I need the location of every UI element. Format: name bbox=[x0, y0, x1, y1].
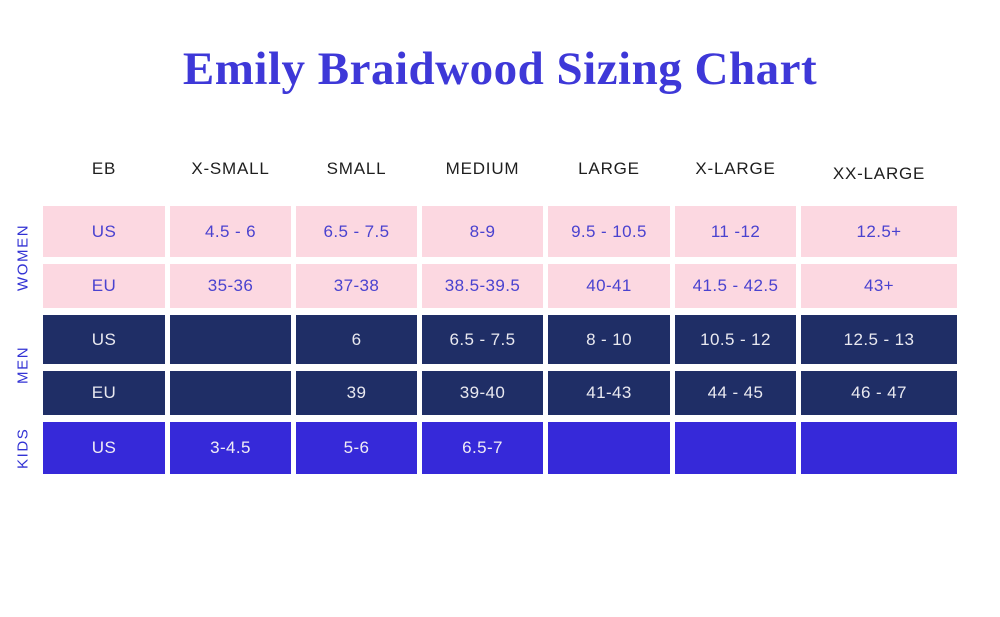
size-cell bbox=[170, 315, 291, 364]
size-cell: 8-9 bbox=[422, 206, 543, 257]
size-cell: 3-4.5 bbox=[170, 422, 291, 474]
size-cell-men-eu-region: EU bbox=[43, 371, 165, 415]
size-cell-kids-us-region: US bbox=[43, 422, 165, 474]
size-cell: 11 -12 bbox=[675, 206, 796, 257]
size-cell: 40-41 bbox=[548, 264, 670, 308]
size-cell bbox=[548, 422, 670, 474]
column-header-xx-large: XX-LARGE bbox=[832, 164, 926, 183]
size-cell: 6 bbox=[296, 315, 417, 364]
sizing-table: EB X-SMALL SMALL MEDIUM LARGE X-LARGE XX… bbox=[8, 141, 957, 474]
size-cell: 6.5 - 7.5 bbox=[422, 315, 543, 364]
column-header-eb: EB bbox=[91, 159, 117, 178]
column-header-x-small: X-SMALL bbox=[191, 159, 270, 178]
size-cell: 37-38 bbox=[296, 264, 417, 308]
column-header-x-large: X-LARGE bbox=[695, 159, 776, 178]
size-cell: 5-6 bbox=[296, 422, 417, 474]
size-cell: 38.5-39.5 bbox=[422, 264, 543, 308]
size-cell: 44 - 45 bbox=[675, 371, 796, 415]
size-cell: 41-43 bbox=[548, 371, 670, 415]
size-cell: 12.5 - 13 bbox=[801, 315, 957, 364]
size-cell: 6.5 - 7.5 bbox=[296, 206, 417, 257]
size-cell: 41.5 - 42.5 bbox=[675, 264, 796, 308]
size-cell bbox=[675, 422, 796, 474]
group-label-men: MEN bbox=[14, 345, 32, 385]
size-cell: 6.5-7 bbox=[422, 422, 543, 474]
size-cell: 12.5+ bbox=[801, 206, 957, 257]
group-label-kids: KIDS bbox=[14, 427, 32, 469]
size-cell: 10.5 - 12 bbox=[675, 315, 796, 364]
size-cell bbox=[170, 371, 291, 415]
column-header-large: LARGE bbox=[578, 159, 640, 178]
size-cell: 4.5 - 6 bbox=[170, 206, 291, 257]
size-cell-men-us-region: US bbox=[43, 315, 165, 364]
size-cell-women-us-region: US bbox=[43, 206, 165, 257]
size-cell: 43+ bbox=[801, 264, 957, 308]
size-cell: 35-36 bbox=[170, 264, 291, 308]
column-header-small: SMALL bbox=[326, 159, 387, 178]
size-cell: 8 - 10 bbox=[548, 315, 670, 364]
size-cell: 39-40 bbox=[422, 371, 543, 415]
size-cell-women-eu-region: EU bbox=[43, 264, 165, 308]
size-cell bbox=[801, 422, 957, 474]
page-title: Emily Braidwood Sizing Chart bbox=[182, 43, 818, 95]
size-cell: 9.5 - 10.5 bbox=[548, 206, 670, 257]
group-label-women: WOMEN bbox=[14, 223, 32, 291]
column-header-medium: MEDIUM bbox=[445, 159, 520, 178]
size-cell: 39 bbox=[296, 371, 417, 415]
size-cell: 46 - 47 bbox=[801, 371, 957, 415]
